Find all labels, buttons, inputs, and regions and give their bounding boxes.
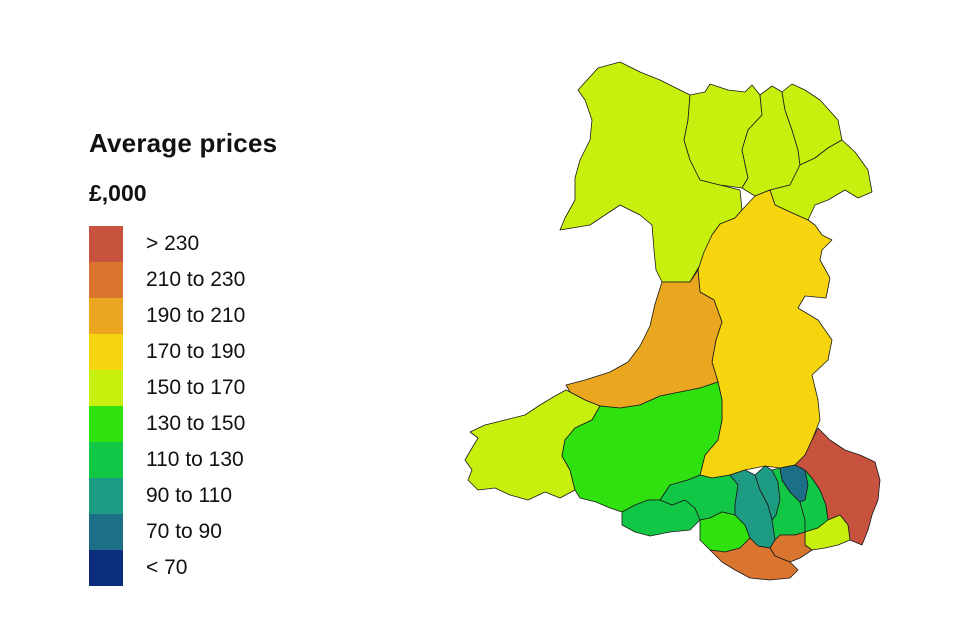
legend-item: 190 to 210: [89, 298, 245, 334]
legend-swatch: [89, 514, 123, 550]
legend-swatch: [89, 298, 123, 334]
legend-item: 90 to 110: [89, 478, 245, 514]
region-ceredigion: [565, 269, 723, 409]
legend-label: 130 to 150: [146, 412, 246, 435]
legend-item: 70 to 90: [89, 514, 245, 550]
legend-label: 210 to 230: [146, 268, 246, 291]
legend-item: 150 to 170: [89, 370, 245, 406]
legend-label: > 230: [146, 232, 200, 255]
legend-item: 130 to 150: [89, 406, 245, 442]
region-swansea: [621, 499, 701, 537]
region-vale-of-glamorgan: [709, 537, 799, 581]
legend-swatch: [89, 442, 123, 478]
legend-swatch: [89, 550, 123, 586]
legend-swatch: [89, 226, 123, 262]
legend-item: > 230: [89, 226, 245, 262]
legend-item: 170 to 190: [89, 334, 245, 370]
legend-label: 90 to 110: [146, 484, 233, 507]
legend-swatch: [89, 406, 123, 442]
legend-item: 210 to 230: [89, 262, 245, 298]
legend: > 230 210 to 230 190 to 210 170 to 190 1…: [89, 226, 245, 586]
legend-swatch: [89, 478, 123, 514]
legend-label: 110 to 130: [146, 448, 244, 471]
legend-label: 70 to 90: [146, 520, 222, 543]
legend-swatch: [89, 334, 123, 370]
legend-title: Average prices: [89, 128, 278, 158]
legend-label: 190 to 210: [146, 304, 246, 327]
legend-label: 150 to 170: [146, 376, 246, 399]
legend-swatch: [89, 262, 123, 298]
legend-subtitle: £,000: [89, 180, 147, 206]
legend-label: < 70: [146, 556, 188, 579]
legend-label: 170 to 190: [146, 340, 246, 363]
legend-item: 110 to 130: [89, 442, 245, 478]
legend-item: < 70: [89, 550, 245, 586]
region-monmouthshire: [794, 427, 881, 546]
legend-swatch: [89, 370, 123, 406]
